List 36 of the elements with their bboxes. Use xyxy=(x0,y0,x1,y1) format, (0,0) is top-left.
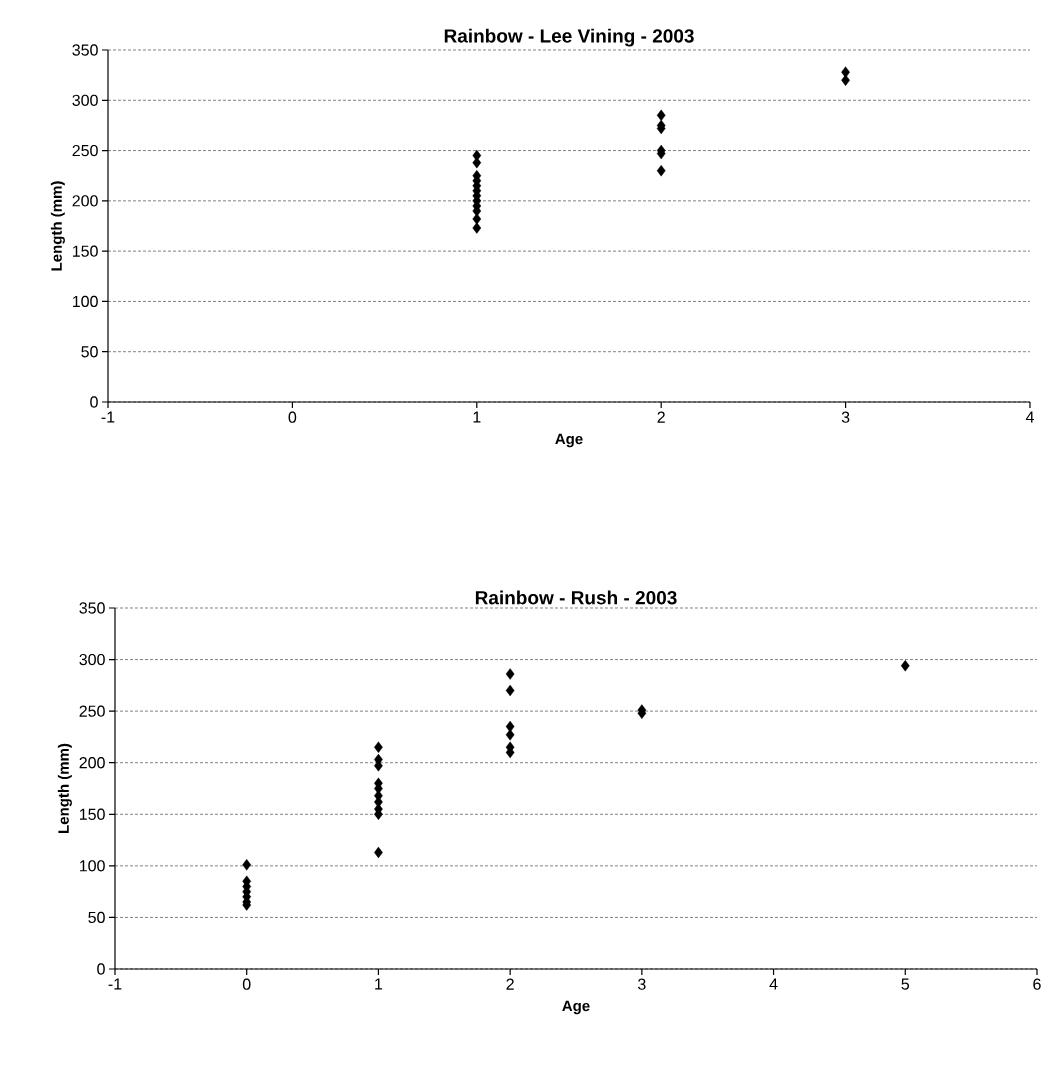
chart-title: Rainbow - Lee Vining - 2003 xyxy=(444,28,694,47)
y-axis-title: Length (mm) xyxy=(57,743,72,833)
y-tick-label: 150 xyxy=(79,808,105,820)
x-axis-title: Age xyxy=(555,433,583,448)
y-tick-label: 100 xyxy=(72,295,98,308)
y-tick-label: 350 xyxy=(79,602,105,614)
x-tick-label: -1 xyxy=(108,978,122,990)
x-tick-label: 4 xyxy=(769,978,778,990)
y-tick-label: 150 xyxy=(72,245,98,257)
y-tick-label: 0 xyxy=(97,963,105,975)
x-tick-label: 5 xyxy=(901,978,910,990)
y-tick-label: 200 xyxy=(72,195,98,207)
x-tick-label: 3 xyxy=(841,411,850,423)
x-tick-label: -1 xyxy=(101,411,115,423)
x-tick-label: 6 xyxy=(1033,978,1041,990)
x-tick-label: 1 xyxy=(473,411,481,423)
y-tick-label: 350 xyxy=(72,44,98,56)
y-tick-label: 250 xyxy=(79,705,105,717)
y-tick-label: 250 xyxy=(72,144,98,157)
x-tick-label: 0 xyxy=(242,978,251,990)
y-tick-label: 100 xyxy=(79,860,105,872)
x-tick-label: 2 xyxy=(657,411,665,423)
x-tick-label: 3 xyxy=(638,978,646,990)
x-tick-label: 1 xyxy=(375,978,383,990)
y-tick-label: 50 xyxy=(81,346,98,358)
y-tick-label: 50 xyxy=(88,911,105,924)
x-tick-label: 2 xyxy=(506,978,514,990)
y-tick-label: 0 xyxy=(90,396,98,408)
x-tick-label: 4 xyxy=(1025,411,1034,423)
chart-title: Rainbow - Rush - 2003 xyxy=(475,590,677,605)
x-axis-title: Age xyxy=(562,1000,590,1015)
y-axis-title: Length (mm) xyxy=(50,181,65,271)
y-tick-label: 300 xyxy=(72,94,98,106)
y-tick-label: 200 xyxy=(79,757,105,769)
y-tick-label: 300 xyxy=(79,653,105,666)
x-tick-label: 0 xyxy=(288,411,297,423)
